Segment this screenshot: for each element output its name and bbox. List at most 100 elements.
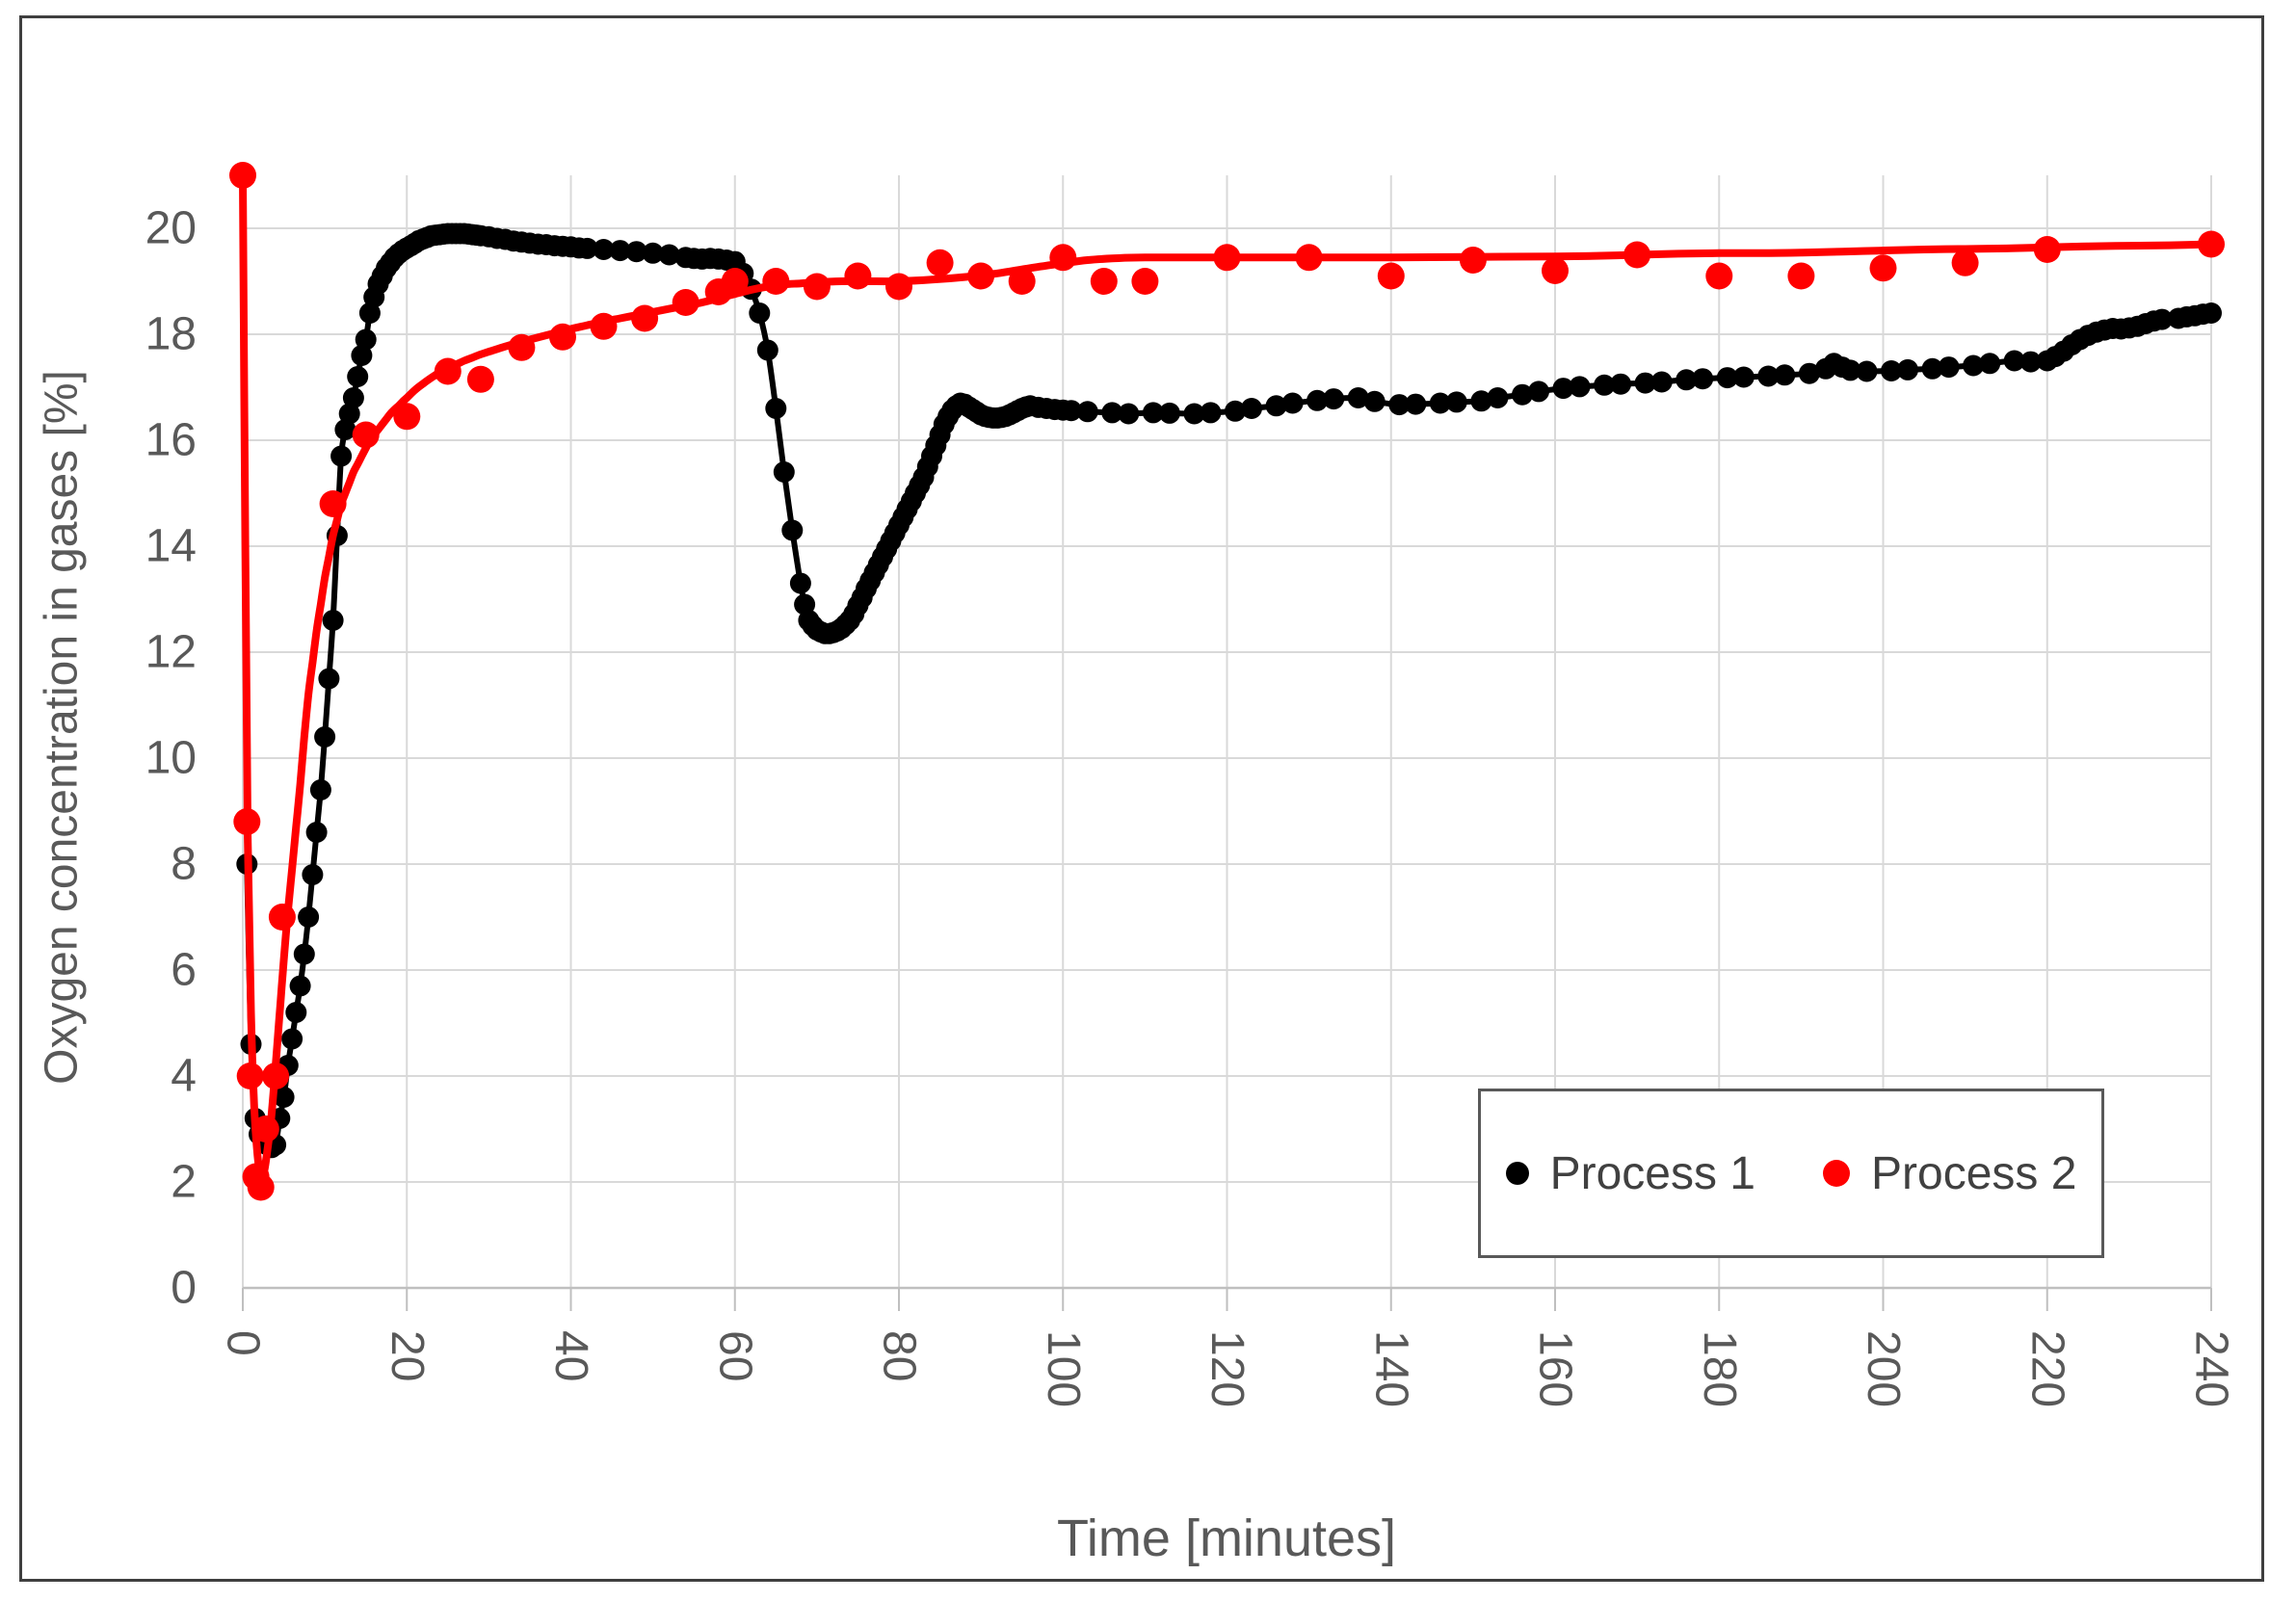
process-1-point <box>773 461 795 483</box>
y-tick-label: 14 <box>145 521 197 572</box>
process-1-point <box>1774 364 1796 386</box>
process-2-point <box>1869 254 1897 282</box>
process-1-point <box>1650 371 1673 393</box>
process-1-point <box>1405 393 1427 415</box>
legend: Process 1 Process 2 <box>1478 1089 2104 1258</box>
process-1-point <box>1512 383 1533 406</box>
process-1-point <box>789 572 811 594</box>
process-2-point <box>967 262 995 290</box>
process-1-point <box>358 302 381 324</box>
process-1-point <box>1487 387 1509 408</box>
process-1-point <box>1757 365 1780 387</box>
x-tick-label: 160 <box>1530 1330 1581 1407</box>
y-tick-label: 12 <box>145 627 197 678</box>
process-1-point <box>1306 389 1329 411</box>
process-2-point <box>1213 244 1241 272</box>
process-2-point <box>549 323 576 351</box>
process-1-point <box>2201 302 2222 324</box>
process-2-point <box>631 304 659 332</box>
process-1-point <box>281 1028 303 1050</box>
process-2-point <box>2033 236 2061 263</box>
process-1-point <box>1388 394 1411 416</box>
process-2-line <box>239 171 2215 1182</box>
y-tick-label: 2 <box>171 1157 197 1208</box>
process-1-point <box>1552 378 1574 400</box>
process-2-marker-icon <box>1823 1160 1850 1187</box>
process-2-point <box>762 268 790 295</box>
process-1-point <box>765 398 787 419</box>
process-1-point <box>285 1002 307 1023</box>
process-2-point <box>590 312 618 340</box>
process-2-point <box>1090 268 1118 295</box>
process-2-point <box>1623 241 1651 269</box>
process-1-point <box>293 943 315 965</box>
process-2-point <box>844 262 872 290</box>
process-1-point <box>1979 353 2001 375</box>
process-1-point <box>318 668 340 690</box>
process-1-point <box>1470 390 1492 412</box>
process-1-point <box>625 241 647 263</box>
process-2-point <box>926 249 954 276</box>
process-2-point <box>352 421 380 449</box>
process-1-point <box>1281 392 1304 414</box>
y-tick-label: 6 <box>171 945 197 996</box>
process-2-point <box>672 289 699 316</box>
x-tick-label: 180 <box>1694 1330 1745 1407</box>
process-1-point <box>342 387 364 408</box>
process-2-point <box>1542 257 1569 284</box>
x-tick-label: 60 <box>709 1330 760 1381</box>
process-1-point <box>1839 359 1861 381</box>
process-1-point <box>1921 357 1943 380</box>
process-2-point <box>885 273 912 301</box>
process-2-point <box>466 365 494 393</box>
process-2-point <box>229 162 256 189</box>
process-2-point <box>233 808 261 835</box>
process-2-point <box>319 490 347 517</box>
process-1-point <box>314 726 336 748</box>
process-1-point <box>1118 403 1140 425</box>
process-1-point <box>1594 374 1616 396</box>
process-1-point <box>794 593 816 616</box>
process-1-point <box>302 864 324 885</box>
process-1-point <box>273 1087 295 1108</box>
process-2-point <box>262 1063 290 1089</box>
process-1-point <box>1429 392 1451 414</box>
process-2-point <box>1295 244 1323 272</box>
process-1-point <box>289 975 311 997</box>
process-1-point <box>1692 368 1714 390</box>
x-tick-label: 220 <box>2021 1330 2072 1407</box>
process-1-point <box>749 302 771 324</box>
process-1-point <box>330 445 353 467</box>
process-1-point <box>1158 402 1180 424</box>
x-tick-label: 80 <box>874 1330 925 1381</box>
process-1-point <box>1856 360 1878 382</box>
process-1-point <box>1634 372 1656 394</box>
process-1-point <box>2019 351 2042 373</box>
process-1-point <box>1265 395 1287 417</box>
process-1-point <box>1897 358 1918 381</box>
process-1-point <box>576 237 598 259</box>
process-1-point <box>1060 400 1082 422</box>
y-axis-title: Oxygen concentration in gases [%] <box>36 370 88 1085</box>
process-1-point <box>1938 356 1960 379</box>
process-2-point <box>1131 268 1159 295</box>
process-1-point <box>1347 387 1369 408</box>
process-1-marker-icon <box>1505 1162 1529 1185</box>
process-1-point <box>355 328 377 351</box>
legend-label-process-1: Process 1 <box>1549 1147 1755 1199</box>
y-tick-label: 10 <box>145 733 197 784</box>
y-tick-label: 4 <box>171 1051 197 1102</box>
process-2-point <box>1377 262 1405 290</box>
process-2-point <box>236 1063 264 1089</box>
process-1-point <box>593 239 615 260</box>
x-tick-label: 0 <box>218 1330 269 1356</box>
process-2-point <box>1787 262 1815 290</box>
process-1-point <box>1241 398 1262 419</box>
process-1-point <box>1569 376 1591 398</box>
process-1-point <box>1798 362 1820 384</box>
process-1-point <box>309 779 331 800</box>
process-1-point <box>781 519 804 541</box>
process-1-point <box>298 906 320 928</box>
